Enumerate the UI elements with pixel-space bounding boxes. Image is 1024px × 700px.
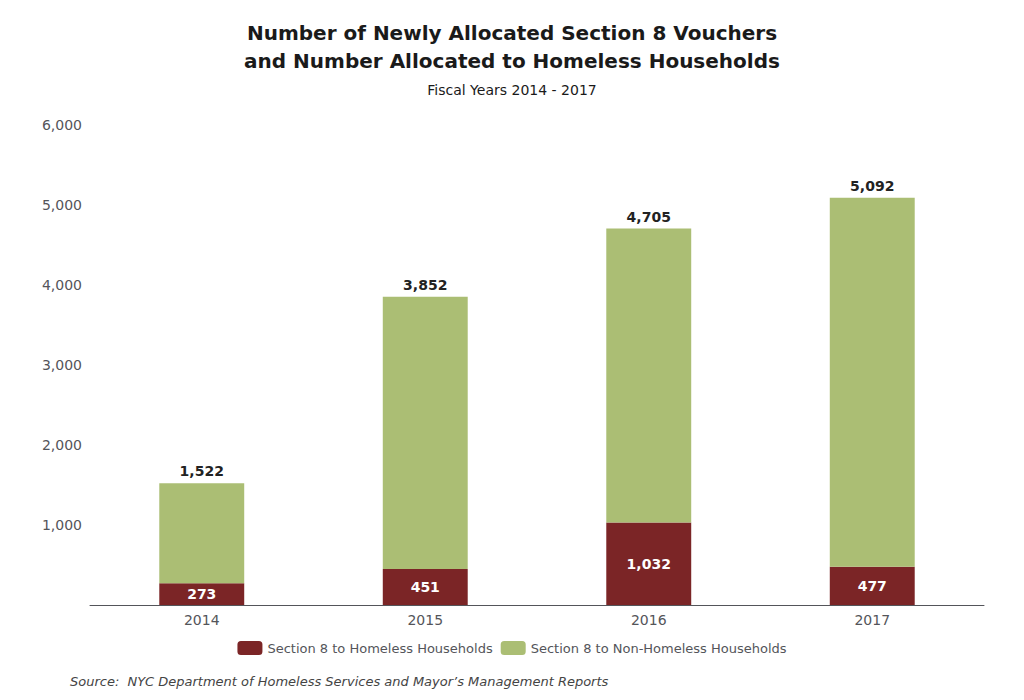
svg-text:Section 8 to Homeless Househol: Section 8 to Homeless Households <box>267 641 492 656</box>
svg-text:2015: 2015 <box>407 612 443 628</box>
svg-text:and Number Allocated to Homele: and Number Allocated to Homeless Househo… <box>244 49 780 73</box>
svg-text:Source: NYC Department of Hom: Source: NYC Department of Homeless Servi… <box>70 674 609 689</box>
svg-text:3,852: 3,852 <box>403 277 447 293</box>
svg-text:1,000: 1,000 <box>42 517 82 533</box>
svg-text:273: 273 <box>187 586 216 602</box>
svg-text:477: 477 <box>858 578 887 594</box>
svg-text:6,000: 6,000 <box>42 117 82 133</box>
svg-text:2016: 2016 <box>631 612 667 628</box>
svg-text:4,705: 4,705 <box>627 209 671 225</box>
svg-text:5,000: 5,000 <box>42 197 82 213</box>
svg-text:451: 451 <box>411 579 440 595</box>
svg-text:2,000: 2,000 <box>42 437 82 453</box>
svg-text:2014: 2014 <box>184 612 220 628</box>
svg-text:Fiscal Years 2014 - 2017: Fiscal Years 2014 - 2017 <box>427 82 596 98</box>
svg-text:5,092: 5,092 <box>850 178 894 194</box>
svg-text:Section 8 to Non-Homeless Hous: Section 8 to Non-Homeless Households <box>531 641 787 656</box>
svg-text:1,032: 1,032 <box>627 556 671 572</box>
svg-text:1,522: 1,522 <box>180 463 224 479</box>
svg-text:2017: 2017 <box>854 612 890 628</box>
svg-text:4,000: 4,000 <box>42 277 82 293</box>
svg-text:3,000: 3,000 <box>42 357 82 373</box>
svg-text:Number of Newly Allocated Sect: Number of Newly Allocated Section 8 Vouc… <box>247 21 777 45</box>
